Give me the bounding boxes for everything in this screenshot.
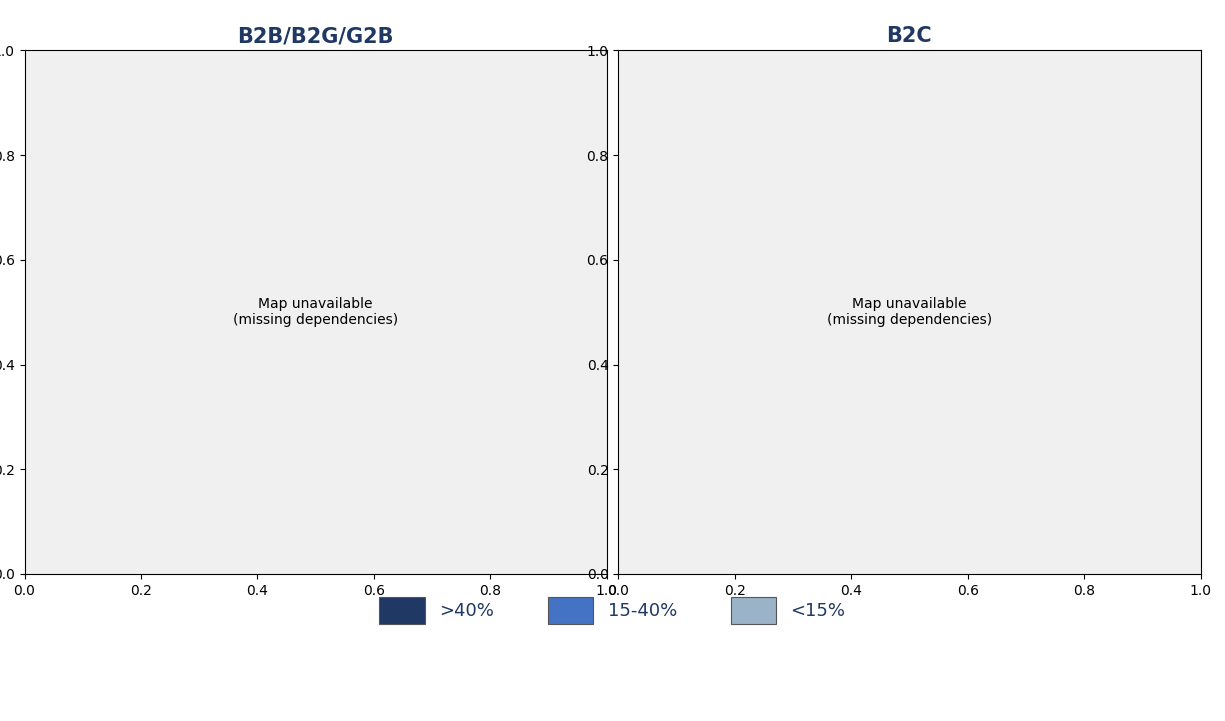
Text: Map unavailable
(missing dependencies): Map unavailable (missing dependencies)	[827, 297, 992, 327]
Legend: >40%, 15-40%, <15%: >40%, 15-40%, <15%	[372, 589, 853, 632]
Text: Map unavailable
(missing dependencies): Map unavailable (missing dependencies)	[233, 297, 398, 327]
Title: B2B/B2G/G2B: B2B/B2G/G2B	[238, 26, 394, 46]
Title: B2C: B2C	[887, 26, 932, 46]
